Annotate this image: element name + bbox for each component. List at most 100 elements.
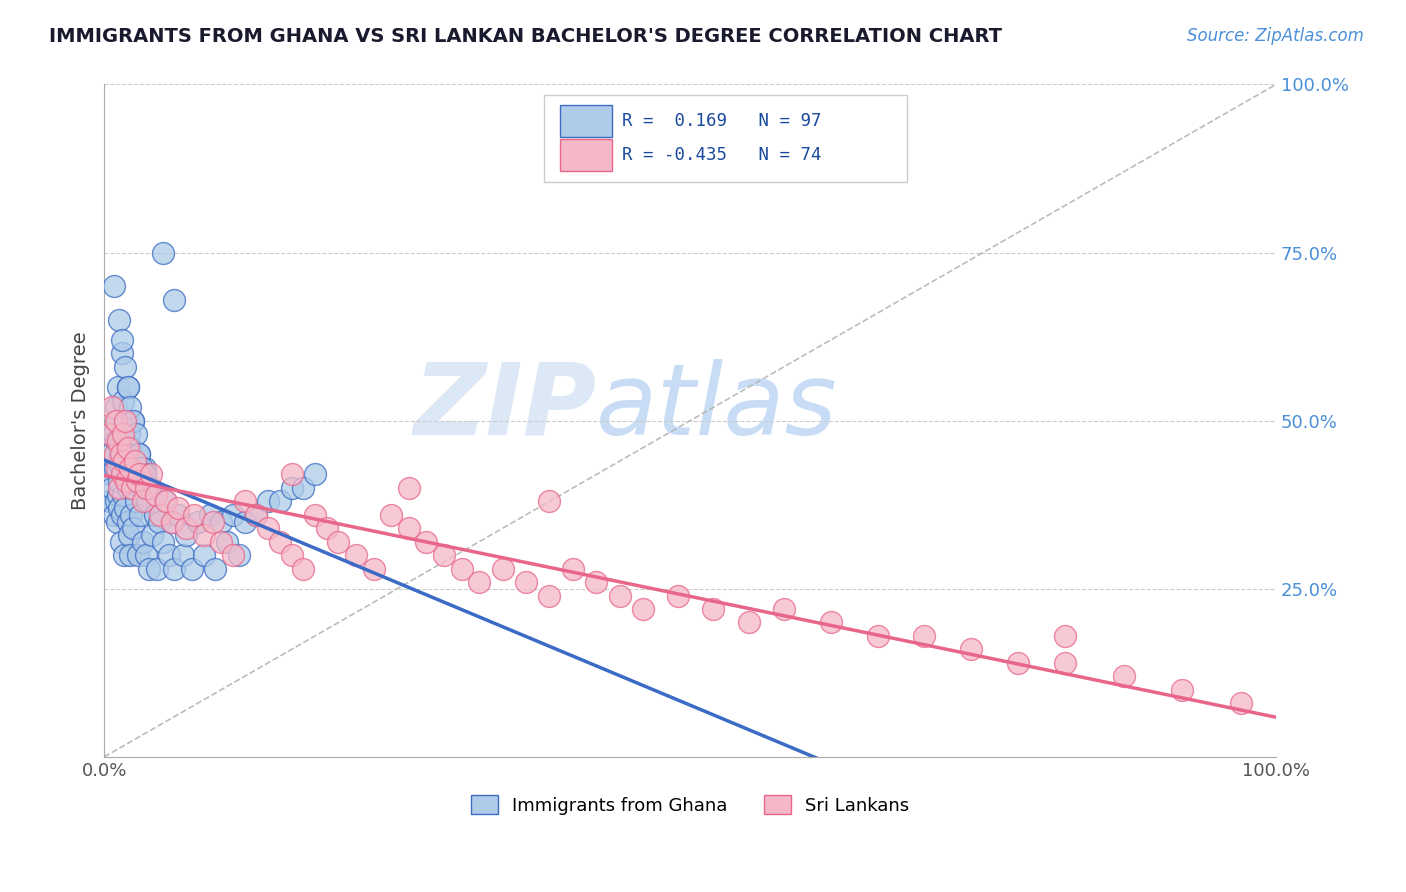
Point — [174, 521, 197, 535]
Point — [209, 534, 232, 549]
Point — [111, 333, 134, 347]
Point — [181, 562, 204, 576]
Point — [111, 488, 134, 502]
Point — [155, 494, 177, 508]
Point — [149, 508, 172, 522]
Point — [98, 467, 121, 482]
Point — [98, 427, 121, 442]
Point — [174, 528, 197, 542]
Point — [148, 515, 170, 529]
Point — [118, 427, 141, 442]
Point — [125, 474, 148, 488]
Point — [105, 515, 128, 529]
Point — [117, 515, 139, 529]
Point — [104, 414, 127, 428]
Point — [118, 460, 141, 475]
Point — [960, 642, 983, 657]
Point — [114, 414, 136, 428]
Point — [415, 534, 437, 549]
Point — [398, 521, 420, 535]
FancyBboxPatch shape — [560, 139, 612, 171]
Point — [125, 494, 148, 508]
Y-axis label: Bachelor's Degree: Bachelor's Degree — [72, 332, 90, 510]
Point — [112, 548, 135, 562]
Point — [108, 313, 131, 327]
Point — [104, 494, 127, 508]
Point — [666, 589, 689, 603]
Point — [146, 562, 169, 576]
Point — [107, 380, 129, 394]
Point — [280, 548, 302, 562]
Point — [104, 460, 127, 475]
Point — [117, 380, 139, 394]
Point — [101, 481, 124, 495]
Point — [108, 474, 131, 488]
Point — [204, 562, 226, 576]
Point — [141, 528, 163, 542]
Text: ZIP: ZIP — [413, 359, 596, 456]
Point — [103, 427, 125, 442]
Point — [104, 447, 127, 461]
Point — [609, 589, 631, 603]
Point — [128, 447, 150, 461]
Point — [111, 427, 134, 442]
Point — [269, 534, 291, 549]
Point — [183, 508, 205, 522]
Point — [912, 629, 935, 643]
Point — [104, 434, 127, 448]
Point — [98, 447, 121, 461]
Point — [111, 427, 134, 442]
Point — [193, 528, 215, 542]
Point — [209, 515, 232, 529]
Point — [117, 441, 139, 455]
Point — [217, 534, 239, 549]
Point — [163, 562, 186, 576]
Point — [129, 508, 152, 522]
Point — [135, 548, 157, 562]
Point — [111, 393, 134, 408]
Point — [122, 414, 145, 428]
Point — [103, 508, 125, 522]
Point — [117, 380, 139, 394]
Point — [737, 615, 759, 630]
Point — [107, 454, 129, 468]
Point — [772, 602, 794, 616]
Point — [257, 494, 280, 508]
Point — [118, 548, 141, 562]
Point — [111, 508, 134, 522]
Point — [163, 293, 186, 307]
Point — [121, 481, 143, 495]
Point — [143, 508, 166, 522]
Point — [202, 515, 225, 529]
Point — [125, 474, 148, 488]
Text: atlas: atlas — [596, 359, 838, 456]
Point — [222, 508, 245, 522]
Point — [111, 467, 134, 482]
Point — [157, 548, 180, 562]
Point — [1053, 656, 1076, 670]
Point — [363, 562, 385, 576]
Point — [468, 575, 491, 590]
Point — [128, 467, 150, 482]
Point — [561, 562, 583, 576]
Point — [132, 494, 155, 508]
Point — [112, 454, 135, 468]
Legend: Immigrants from Ghana, Sri Lankans: Immigrants from Ghana, Sri Lankans — [464, 789, 917, 822]
Point — [108, 481, 131, 495]
Point — [107, 488, 129, 502]
Point — [153, 494, 176, 508]
Point — [433, 548, 456, 562]
Point — [167, 508, 190, 522]
Point — [120, 508, 142, 522]
Point — [304, 508, 326, 522]
Point — [280, 481, 302, 495]
Point — [1171, 682, 1194, 697]
Point — [145, 488, 167, 502]
Point — [104, 401, 127, 415]
Point — [139, 481, 162, 495]
Point — [1112, 669, 1135, 683]
Point — [110, 534, 132, 549]
Point — [631, 602, 654, 616]
Point — [228, 548, 250, 562]
Point — [139, 467, 162, 482]
